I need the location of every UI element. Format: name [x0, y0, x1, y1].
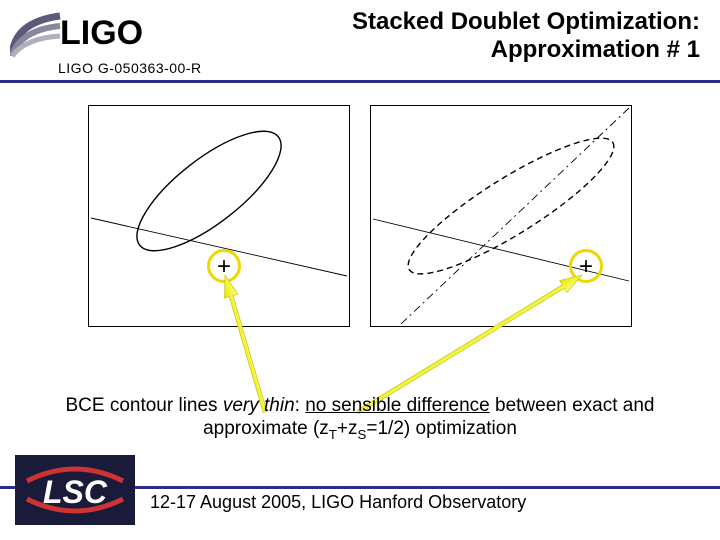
footer-text: 12-17 August 2005, LIGO Hanford Observat… — [150, 492, 526, 513]
doc-number: LIGO G-050363-00-R — [58, 60, 202, 76]
highlight-circle-left — [207, 249, 241, 283]
slide: LIGO LIGO G-050363-00-R Stacked Doublet … — [0, 0, 720, 540]
slide-title: Stacked Doublet Optimization: Approximat… — [352, 8, 700, 63]
figure-right: + — [370, 105, 632, 327]
lsc-logo-text: LSC — [43, 474, 108, 510]
highlight-circle-right — [569, 249, 603, 283]
title-line-1: Stacked Doublet Optimization: — [352, 8, 700, 35]
header-rule — [0, 80, 720, 83]
ligo-logo-text: LIGO — [60, 14, 143, 52]
lsc-logo: LSC — [15, 455, 135, 525]
figure-left: + — [88, 105, 350, 327]
figures-row: + + — [0, 105, 720, 327]
title-line-2: Approximation # 1 — [491, 36, 700, 63]
caption: BCE contour lines very thin: no sensible… — [40, 395, 680, 443]
ligo-logo: LIGO — [10, 8, 185, 58]
